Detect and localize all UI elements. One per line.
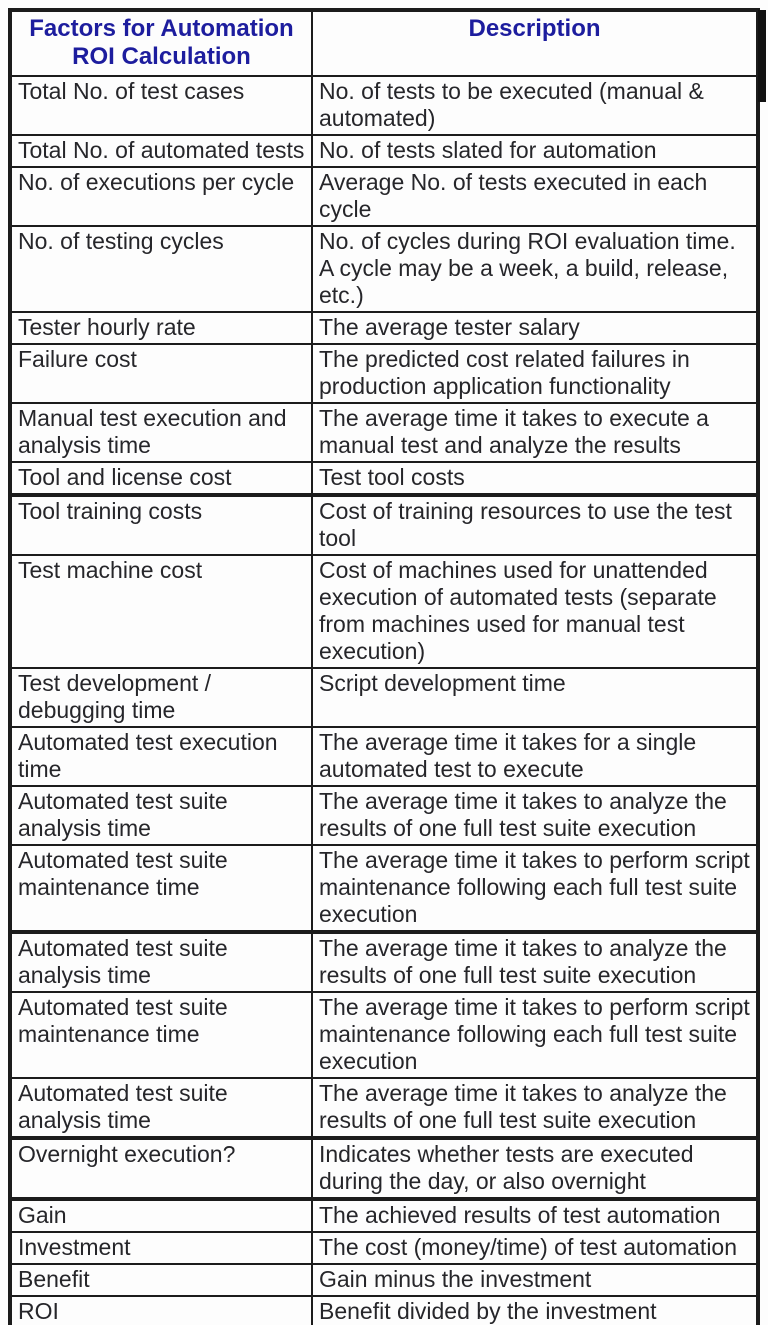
factor-cell: Total No. of automated tests (9, 134, 313, 168)
description-cell: The average time it takes to analyze the… (311, 785, 759, 846)
description-cell: Script development time (311, 667, 759, 728)
factor-cell: ROI (9, 1295, 313, 1325)
table-row: Tool training costs Cost of training res… (9, 493, 759, 556)
factor-cell: Investment (9, 1231, 313, 1265)
description-cell: No. of tests slated for automation (311, 134, 759, 168)
factor-cell: Automated test suite analysis time (9, 785, 313, 846)
description-cell: Gain minus the investment (311, 1263, 759, 1297)
table-row: Manual test execution and analysis time … (9, 402, 759, 463)
description-cell: The average tester salary (311, 311, 759, 345)
description-cell: No. of tests to be executed (manual & au… (311, 75, 759, 136)
factor-cell: Tester hourly rate (9, 311, 313, 345)
table-row: Test development / debugging time Script… (9, 667, 759, 728)
factor-cell: Tool and license cost (9, 461, 313, 496)
table-row: ROI Benefit divided by the investment (9, 1295, 759, 1325)
factor-cell: No. of executions per cycle (9, 166, 313, 227)
factor-cell: Automated test suite analysis time (9, 930, 313, 993)
table-row: No. of testing cycles No. of cycles duri… (9, 225, 759, 313)
column-header-factors: Factors for Automation ROI Calculation (9, 9, 313, 77)
description-cell: No. of cycles during ROI evaluation time… (311, 225, 759, 313)
description-cell: The average time it takes to perform scr… (311, 844, 759, 933)
table-row: Automated test suite analysis time The a… (9, 930, 759, 993)
description-cell: The average time it takes to analyze the… (311, 1077, 759, 1139)
description-cell: Indicates whether tests are executed dur… (311, 1136, 759, 1200)
description-cell: Cost of training resources to use the te… (311, 493, 759, 556)
factor-cell: Failure cost (9, 343, 313, 404)
table-row: Test machine cost Cost of machines used … (9, 554, 759, 669)
description-cell: The average time it takes for a single a… (311, 726, 759, 787)
table-body: Total No. of test cases No. of tests to … (9, 75, 759, 1325)
table-row: Total No. of automated tests No. of test… (9, 134, 759, 168)
table-row: Automated test suite maintenance time Th… (9, 844, 759, 933)
factor-cell: Automated test suite maintenance time (9, 844, 313, 933)
description-cell: Test tool costs (311, 461, 759, 496)
table-row: Benefit Gain minus the investment (9, 1263, 759, 1297)
description-cell: The predicted cost related failures in p… (311, 343, 759, 404)
description-cell: The average time it takes to execute a m… (311, 402, 759, 463)
table-row: Failure cost The predicted cost related … (9, 343, 759, 404)
table-row: No. of executions per cycle Average No. … (9, 166, 759, 227)
roi-factors-table: Factors for Automation ROI Calculation D… (8, 8, 760, 1325)
factor-cell: Benefit (9, 1263, 313, 1297)
table-row: Tool and license cost Test tool costs (9, 461, 759, 496)
table-row: Automated test suite analysis time The a… (9, 785, 759, 846)
table-row: Automated test suite analysis time The a… (9, 1077, 759, 1139)
factor-cell: Automated test execution time (9, 726, 313, 787)
factor-cell: Manual test execution and analysis time (9, 402, 313, 463)
table-row: Tester hourly rate The average tester sa… (9, 311, 759, 345)
factor-cell: Total No. of test cases (9, 75, 313, 136)
factor-cell: Test development / debugging time (9, 667, 313, 728)
factor-cell: Automated test suite analysis time (9, 1077, 313, 1139)
table-row: Automated test execution time The averag… (9, 726, 759, 787)
table-row: Automated test suite maintenance time Th… (9, 991, 759, 1079)
description-cell: The achieved results of test automation (311, 1197, 759, 1233)
description-cell: Benefit divided by the investment (311, 1295, 759, 1325)
description-cell: Cost of machines used for unattended exe… (311, 554, 759, 669)
table-header-row: Factors for Automation ROI Calculation D… (9, 9, 759, 77)
table-row: Gain The achieved results of test automa… (9, 1197, 759, 1233)
description-cell: Average No. of tests executed in each cy… (311, 166, 759, 227)
column-header-description: Description (311, 9, 759, 77)
factor-cell: Gain (9, 1197, 313, 1233)
factor-cell: Test machine cost (9, 554, 313, 669)
scan-artifact-bar (758, 10, 766, 102)
factor-cell: No. of testing cycles (9, 225, 313, 313)
factor-cell: Tool training costs (9, 493, 313, 556)
description-cell: The average time it takes to analyze the… (311, 930, 759, 993)
description-cell: The average time it takes to perform scr… (311, 991, 759, 1079)
factor-cell: Overnight execution? (9, 1136, 313, 1200)
table-row: Total No. of test cases No. of tests to … (9, 75, 759, 136)
table-row: Investment The cost (money/time) of test… (9, 1231, 759, 1265)
table-row: Overnight execution? Indicates whether t… (9, 1136, 759, 1200)
description-cell: The cost (money/time) of test automation (311, 1231, 759, 1265)
factor-cell: Automated test suite maintenance time (9, 991, 313, 1079)
